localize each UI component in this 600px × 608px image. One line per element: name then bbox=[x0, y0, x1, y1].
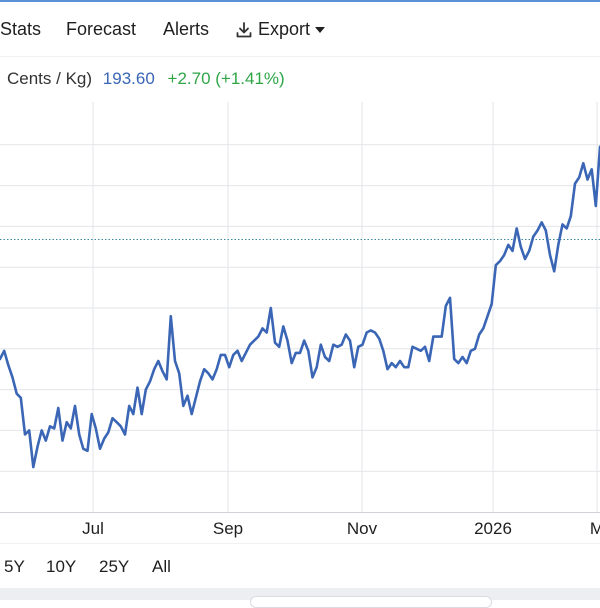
range-25y[interactable]: 25Y bbox=[99, 557, 130, 576]
download-icon bbox=[236, 21, 252, 37]
top-navigation: Stats Forecast Alerts Export bbox=[0, 0, 600, 56]
nav-stats[interactable]: Stats bbox=[0, 19, 42, 39]
price-series-line bbox=[0, 145, 600, 469]
range-5y[interactable]: 5Y bbox=[4, 557, 25, 576]
range-all[interactable]: All bbox=[152, 557, 171, 576]
chart-panel: Cents / Kg) 193.60 +2.70 (+1.41%) bbox=[0, 57, 600, 543]
export-menu-button[interactable]: Export bbox=[234, 19, 326, 40]
caret-down-icon bbox=[315, 26, 326, 33]
export-label: Export bbox=[258, 19, 311, 39]
x-tick-label: M bbox=[590, 519, 600, 538]
range-selector: 5Y 10Y 25Y All bbox=[0, 544, 600, 588]
x-tick-label: 2026 bbox=[474, 519, 512, 538]
range-10y[interactable]: 10Y bbox=[46, 557, 77, 576]
nav-forecast[interactable]: Forecast bbox=[66, 19, 137, 39]
chart-legend: Cents / Kg) 193.60 +2.70 (+1.41%) bbox=[7, 69, 285, 89]
legend-price: 193.60 bbox=[102, 69, 155, 88]
x-tick-label: Sep bbox=[213, 519, 243, 538]
bottom-toolbar bbox=[250, 596, 492, 608]
price-chart[interactable]: Jul Sep Nov 2026 M bbox=[0, 57, 600, 543]
legend-unit: Cents / Kg) bbox=[7, 69, 93, 88]
x-tick-label: Nov bbox=[347, 519, 378, 538]
x-tick-label: Jul bbox=[82, 519, 104, 538]
legend-change: +2.70 (+1.41%) bbox=[167, 69, 285, 88]
nav-alerts[interactable]: Alerts bbox=[163, 19, 210, 39]
